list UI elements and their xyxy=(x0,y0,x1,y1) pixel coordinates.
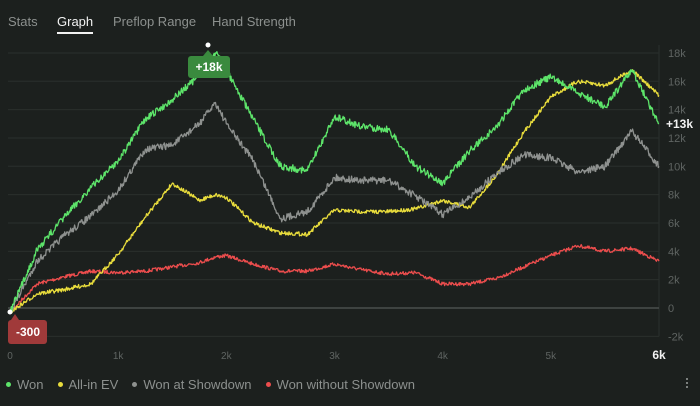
grid-lines xyxy=(8,45,660,337)
more-vertical-icon[interactable] xyxy=(684,376,690,392)
legend-label: Won without Showdown xyxy=(276,377,416,392)
legend: Won All-in EV Won at Showdown Won withou… xyxy=(6,377,429,392)
y-tick-label: -2k xyxy=(668,331,684,343)
y-tick-label: 8k xyxy=(668,190,680,202)
legend-dot-icon xyxy=(6,382,11,387)
series-lines xyxy=(9,51,660,314)
x-axis-ticks: 0 1k 2k 3k 4k 5k 6k xyxy=(7,348,666,362)
series-line-won-without-showdown xyxy=(9,243,660,313)
markers: +18k -300 +13k xyxy=(7,42,693,344)
tab-hand-strength[interactable]: Hand Strength xyxy=(212,14,296,29)
legend-item-won-without-showdown[interactable]: Won without Showdown xyxy=(265,377,416,392)
legend-label: Won xyxy=(17,377,44,392)
legend-dot-icon xyxy=(57,382,63,387)
y-tick-label: 6k xyxy=(668,218,680,230)
legend-item-all-in-ev[interactable]: All-in EV xyxy=(57,377,119,392)
series-line-won xyxy=(9,51,660,313)
graph-chart: -2k 0 2k 4k 6k 8k 10k 12k 14k 16k 18k 0 1k 2k 3k 4k 5k 6… xyxy=(7,42,693,362)
y-axis-ticks: -2k 0 2k 4k 6k 8k 10k 12k 14k 16k 18k xyxy=(668,48,686,343)
y-tick-label: 10k xyxy=(668,161,686,173)
x-tick-label: 1k xyxy=(113,351,125,362)
y-tick-label: 0 xyxy=(668,303,674,315)
tab-preflop-range[interactable]: Preflop Range xyxy=(113,14,197,29)
min-point-marker xyxy=(7,309,13,315)
series-line-all-in-ev xyxy=(9,69,660,314)
max-badge-label: +18k xyxy=(195,60,222,74)
max-point-marker xyxy=(205,42,211,48)
legend-item-won[interactable]: Won xyxy=(6,377,44,392)
x-tick-label: 3k xyxy=(329,351,341,362)
x-tick-label: 5k xyxy=(546,351,558,362)
y-tick-label: 14k xyxy=(668,105,686,117)
legend-label: All-in EV xyxy=(68,377,119,392)
legend-label: Won at Showdown xyxy=(143,377,252,392)
min-badge xyxy=(8,320,47,344)
tab-stats[interactable]: Stats xyxy=(8,14,38,29)
tab-graph[interactable]: Graph xyxy=(57,14,94,34)
x-tick-label: 0 xyxy=(7,351,13,362)
legend-dot-icon xyxy=(132,382,138,387)
legend-item-won-at-showdown[interactable]: Won at Showdown xyxy=(132,377,252,392)
min-badge-pointer xyxy=(11,314,19,320)
x-tick-label: 2k xyxy=(221,351,233,362)
y-tick-label: 16k xyxy=(668,76,686,88)
min-badge-label: -300 xyxy=(16,325,40,339)
x-tick-label: 4k xyxy=(437,351,449,362)
y-tick-label: 12k xyxy=(668,133,686,145)
current-value-label: +13k xyxy=(666,117,693,131)
y-tick-label: 4k xyxy=(668,246,680,258)
legend-dot-icon xyxy=(265,382,271,387)
max-badge-pointer xyxy=(203,50,213,56)
series-line-won-at-showdown xyxy=(9,101,660,313)
y-tick-label: 18k xyxy=(668,48,686,60)
y-tick-label: 2k xyxy=(668,275,680,287)
x-current-label: 6k xyxy=(652,348,666,362)
max-badge xyxy=(188,56,230,78)
